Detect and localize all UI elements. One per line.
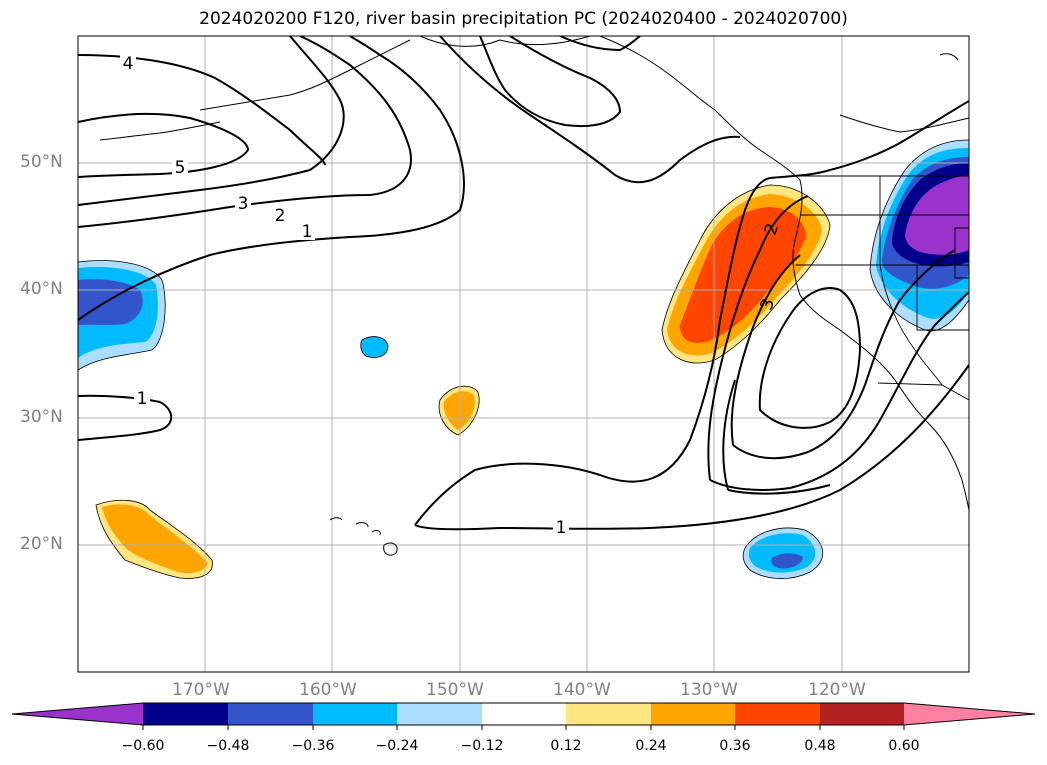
hawaii-islands	[329, 517, 398, 556]
colorbar-tick-label: 0.60	[888, 738, 920, 754]
contours	[78, 36, 969, 531]
colorbar-extend-high	[904, 703, 1035, 725]
colorbar-extend-low	[12, 703, 143, 725]
lon-label: 170°W	[172, 680, 230, 700]
lat-label: 20°N	[20, 534, 63, 554]
colorbar-bin	[566, 703, 651, 725]
contour-labels: 4 5 3 2 1 1 1 2 3	[120, 54, 783, 538]
lon-label: 120°W	[808, 680, 866, 700]
coastlines	[99, 36, 969, 511]
colorbar-bin	[482, 703, 566, 725]
colorbar-tick-label: 0.36	[719, 738, 751, 754]
shading-small-blue	[360, 336, 388, 358]
lon-label: 130°W	[680, 680, 738, 700]
shading-pacific-atmospheric-river	[662, 185, 830, 363]
shading-southwest-orange	[96, 500, 213, 579]
map-title: 2024020200 F120, river basin precipitati…	[199, 9, 848, 29]
colorbar-tick-label: −0.36	[291, 738, 335, 754]
colorbar-tick-label: −0.60	[121, 738, 165, 754]
lon-label: 150°W	[426, 680, 484, 700]
colorbar-bin	[651, 703, 735, 725]
lon-label: 160°W	[299, 680, 357, 700]
shading-southeast-blue	[743, 528, 823, 579]
map-plot-area	[78, 36, 969, 672]
lat-label: 40°N	[20, 279, 63, 299]
state-borders	[795, 175, 969, 401]
contour-label: 5	[175, 158, 186, 178]
contour-label: 2	[275, 206, 286, 226]
colorbar-bin	[820, 703, 904, 725]
colorbar-tick-label: −0.12	[460, 738, 504, 754]
colorbar-tick-label: −0.24	[375, 738, 419, 754]
colorbar-tick-label: 0.24	[635, 738, 667, 754]
contour-label: 4	[123, 54, 134, 74]
colorbar-tick-label: 0.12	[550, 738, 582, 754]
contour-label: 1	[137, 389, 148, 409]
lat-label: 30°N	[20, 407, 63, 427]
map-frame	[77, 35, 970, 673]
contour-label: 1	[302, 222, 313, 242]
colorbar-bin	[313, 703, 397, 725]
shading-outlines	[78, 139, 969, 579]
lon-label: 140°W	[553, 680, 611, 700]
contour-label: 1	[556, 518, 567, 538]
shading-subtropical-orange	[439, 386, 480, 435]
colorbar-bin	[735, 703, 820, 725]
colorbar-bin	[228, 703, 313, 725]
colorbar	[11, 702, 1036, 730]
contour-label: 3	[238, 194, 249, 214]
colorbar-tick-label: 0.48	[804, 738, 836, 754]
lat-label: 50°N	[20, 152, 63, 172]
colorbar-bin	[143, 703, 228, 725]
colorbar-tick-label: −0.48	[206, 738, 250, 754]
colorbar-bin	[397, 703, 482, 725]
